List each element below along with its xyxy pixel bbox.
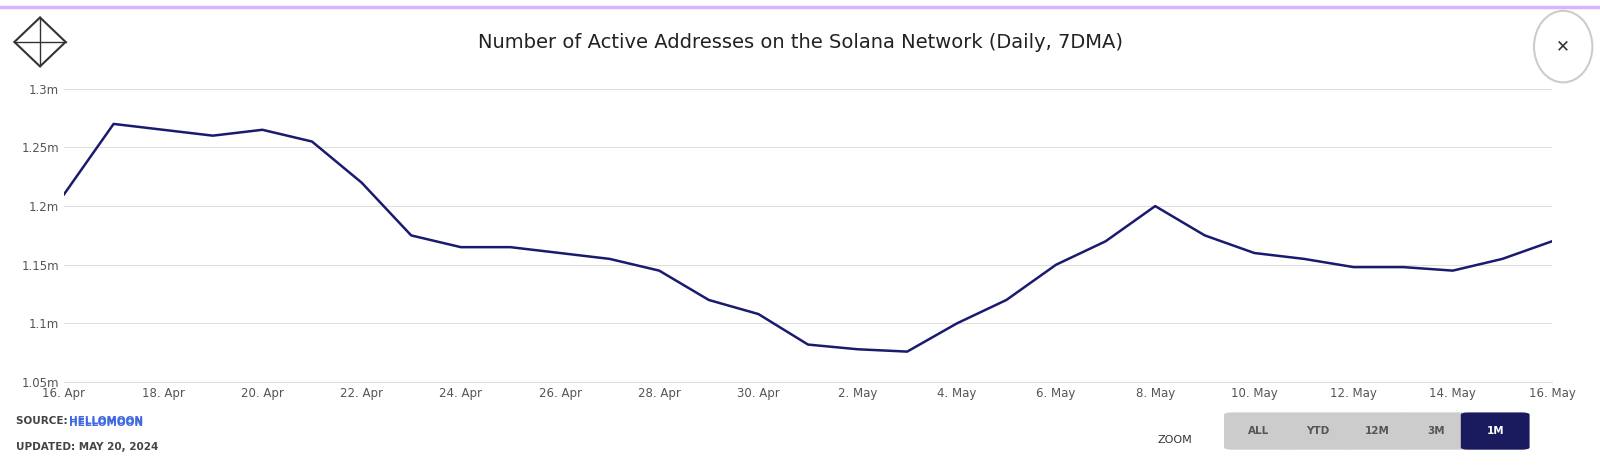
Text: HELLOMOON: HELLOMOON (69, 418, 142, 428)
Text: 3M: 3M (1427, 426, 1445, 436)
Text: ALL: ALL (1248, 426, 1269, 436)
Text: 12M: 12M (1365, 426, 1389, 436)
Text: HELLOMOON: HELLOMOON (69, 417, 142, 426)
Text: Number of Active Addresses on the Solana Network (Daily, 7DMA): Number of Active Addresses on the Solana… (477, 33, 1123, 52)
Text: ✕: ✕ (1557, 38, 1570, 55)
Text: SOURCE:: SOURCE: (16, 417, 72, 426)
Text: YTD: YTD (1306, 426, 1330, 436)
Text: ZOOM: ZOOM (1157, 435, 1192, 445)
Text: UPDATED: MAY 20, 2024: UPDATED: MAY 20, 2024 (16, 442, 158, 452)
Text: 1M: 1M (1486, 426, 1504, 436)
